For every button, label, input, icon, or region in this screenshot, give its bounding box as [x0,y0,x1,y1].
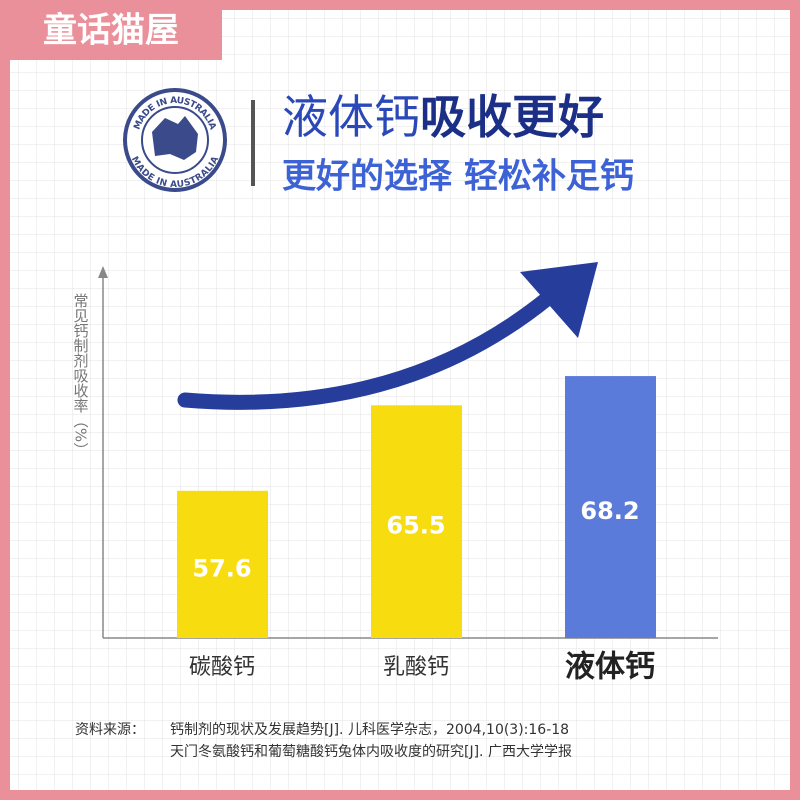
source-line: 钙制剂的现状及发展趋势[J]. 儿科医学杂志，2004,10(3):16-18 [170,722,569,738]
badge-map [152,116,198,160]
badge-inner [141,106,209,174]
bar [565,376,656,638]
brand: 童话猫屋 [43,11,179,51]
subtitle: 更好的选择 轻松补足钙 [282,157,634,197]
bar [371,405,462,638]
bar [177,490,268,638]
arrow-head [520,262,598,338]
x-tick-label: 液体钙 [565,650,655,685]
y-axis-arrow [98,266,108,278]
divider [251,100,255,186]
chart: 常见钙制剂吸收率（%） 57.6 碳酸钙 65.5 乳酸钙 68.2 液体钙 [72,262,718,685]
arrow-curve [177,290,556,410]
y-axis-label: 常见钙制剂吸收率（%） [72,293,90,457]
source-label: 资料来源： [75,722,145,738]
value-label: 68.2 [580,497,639,525]
value-label: 57.6 [192,554,251,582]
value-label: 65.5 [386,512,445,540]
source-line: 天门冬氨酸钙和葡萄糖酸钙兔体内吸收度的研究[J]. 广西大学学报 [170,744,572,760]
brand-box [0,0,222,60]
x-tick-label: 乳酸钙 [383,655,449,680]
title: 液体钙吸收更好 [282,90,604,144]
title-bold: 吸收更好 [420,90,604,144]
x-tick-label: 碳酸钙 [189,655,255,680]
title-light: 液体钙 [282,90,420,144]
badge: MADE IN AUSTRALIA MADE IN AUSTRALIA [123,88,227,192]
